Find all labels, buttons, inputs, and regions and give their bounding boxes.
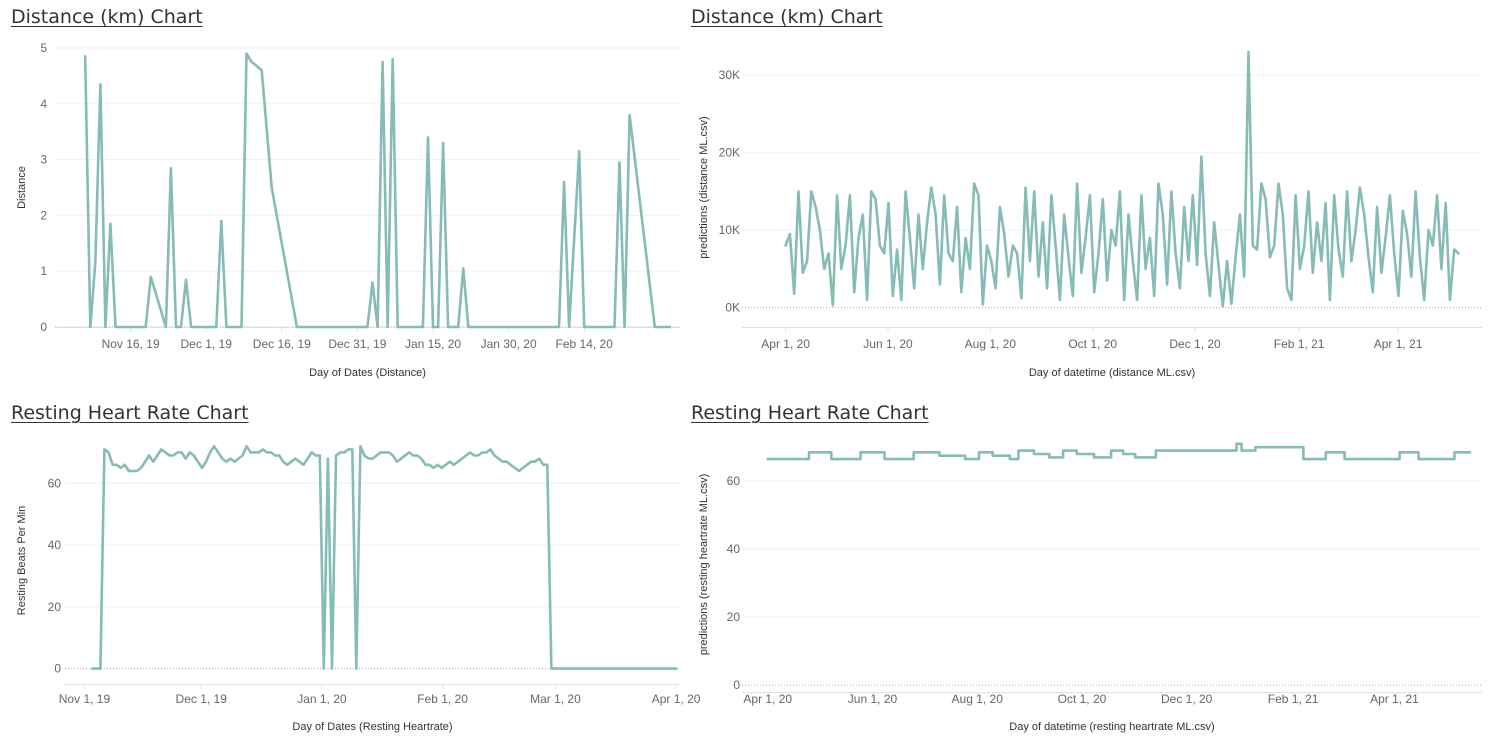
x-tick-label: Aug 1, 20 — [965, 337, 1017, 351]
y-axis-title: predictions (resting heartrate ML.csv) — [698, 474, 710, 656]
series-line[interactable] — [83, 52, 672, 329]
y-tick-label: 3 — [40, 153, 47, 167]
resting-heart-rate-chart-panel: Resting Heart Rate Chart 0 20 40 60 Nov 1, 1… — [0, 392, 701, 742]
y-axis-title: Resting Beats Per Min — [16, 506, 28, 615]
x-tick-label: Nov 1, 19 — [59, 692, 111, 706]
y-tick-label: 5 — [40, 41, 47, 55]
distance-line-chart: 0 1 2 3 4 5 Nov 16, 19 Dec 1, 19 Dec 16, 19 Dec 3… — [16, 41, 680, 379]
y-axis-title: Distance — [16, 166, 28, 209]
x-tick-label: Apr 1, 20 — [761, 337, 810, 351]
x-tick-label: Nov 16, 19 — [102, 337, 160, 351]
y-tick-label: 40 — [48, 538, 62, 552]
y-tick-label: 0K — [725, 301, 740, 315]
y-tick-label: 60 — [727, 474, 741, 488]
x-tick-label: Feb 14, 20 — [556, 337, 614, 351]
series-line[interactable] — [90, 445, 557, 670]
x-tick-label: Apr 1, 20 — [743, 692, 792, 706]
y-tick-label: 30K — [719, 68, 740, 82]
x-tick-label: Oct 1, 20 — [1068, 337, 1117, 351]
chart-title[interactable]: Resting Heart Rate Chart — [11, 402, 249, 424]
distance-chart-panel: Distance (km) Chart 0 1 2 3 4 5 Nov 16, 19 Dec … — [0, 0, 690, 390]
x-tick-label: Jan 1, 20 — [297, 692, 347, 706]
x-tick-label: Oct 1, 20 — [1058, 692, 1107, 706]
x-tick-label: Jun 1, 20 — [863, 337, 913, 351]
y-tick-label: 20 — [48, 600, 62, 614]
x-tick-label: Dec 31, 19 — [328, 337, 386, 351]
x-tick-label: Dec 1, 19 — [181, 337, 233, 351]
x-axis-title: Day of Dates (Resting Heartrate) — [292, 721, 452, 733]
x-tick-label: Feb 1, 21 — [1274, 337, 1325, 351]
x-tick-label: Dec 1, 20 — [1161, 692, 1213, 706]
distance-prediction-chart-panel: Distance (km) Chart 0K 10K 20K 30K Apr 1, 20… — [690, 0, 1495, 390]
x-axis-title: Day of Dates (Distance) — [309, 367, 426, 379]
y-tick-label: 1 — [40, 264, 47, 278]
resting-heart-rate-prediction-line-chart: 0 20 40 60 Apr 1, 20 Jun 1, 20 Aug 1, 20 Oct 1,… — [698, 442, 1482, 733]
y-tick-label: 40 — [727, 542, 741, 556]
x-tick-label: Feb 1, 20 — [417, 692, 468, 706]
x-tick-label: Feb 1, 21 — [1268, 692, 1319, 706]
y-tick-label: 0 — [733, 678, 740, 692]
x-tick-label: Dec 1, 19 — [176, 692, 228, 706]
y-tick-label: 0 — [54, 662, 61, 676]
x-tick-label: Apr 1, 20 — [652, 692, 701, 706]
series-line[interactable] — [766, 442, 1472, 461]
distance-prediction-line-chart: 0K 10K 20K 30K Apr 1, 20 Jun 1, 20 Aug 1, 20 Oc… — [698, 50, 1482, 379]
x-axis-title: Day of datetime (resting heartrate ML.cs… — [1009, 721, 1214, 733]
y-axis-title: predictions (distance ML.csv) — [698, 116, 710, 258]
x-tick-label: Jun 1, 20 — [848, 692, 898, 706]
y-tick-label: 10K — [719, 223, 740, 237]
y-tick-label: 60 — [48, 476, 62, 490]
resting-heart-rate-prediction-chart-panel: Resting Heart Rate Chart 0 20 40 60 Apr 1, 2… — [690, 392, 1495, 742]
x-tick-label: Dec 1, 20 — [1169, 337, 1221, 351]
chart-title[interactable]: Distance (km) Chart — [691, 6, 883, 28]
x-tick-label: Dec 16, 19 — [253, 337, 311, 351]
y-tick-label: 20 — [727, 610, 741, 624]
series-line[interactable] — [784, 50, 1460, 308]
y-tick-label: 0 — [40, 320, 47, 334]
resting-heart-rate-line-chart: 0 20 40 60 Nov 1, 19 Dec 1, 19 Jan 1, 20 Feb 1,… — [16, 445, 701, 733]
y-tick-label: 20K — [719, 146, 740, 160]
y-tick-label: 4 — [40, 97, 47, 111]
x-tick-label: Apr 1, 21 — [1370, 692, 1419, 706]
x-tick-label: Jan 30, 20 — [481, 337, 537, 351]
x-tick-label: Jan 15, 20 — [405, 337, 461, 351]
x-tick-label: Mar 1, 20 — [530, 692, 581, 706]
chart-title[interactable]: Distance (km) Chart — [11, 6, 203, 28]
x-axis-title: Day of datetime (distance ML.csv) — [1029, 367, 1195, 379]
y-tick-label: 2 — [40, 208, 47, 222]
x-tick-label: Apr 1, 21 — [1374, 337, 1423, 351]
x-tick-label: Aug 1, 20 — [952, 692, 1004, 706]
chart-title[interactable]: Resting Heart Rate Chart — [691, 402, 929, 424]
